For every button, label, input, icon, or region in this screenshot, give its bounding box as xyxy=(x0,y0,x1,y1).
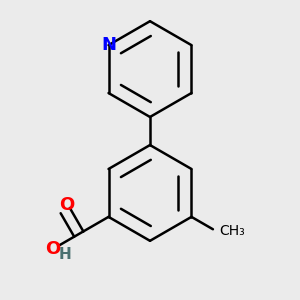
Text: CH₃: CH₃ xyxy=(219,224,244,238)
Text: H: H xyxy=(59,248,72,262)
Text: O: O xyxy=(45,240,60,258)
Text: O: O xyxy=(60,196,75,214)
Text: N: N xyxy=(101,36,116,54)
